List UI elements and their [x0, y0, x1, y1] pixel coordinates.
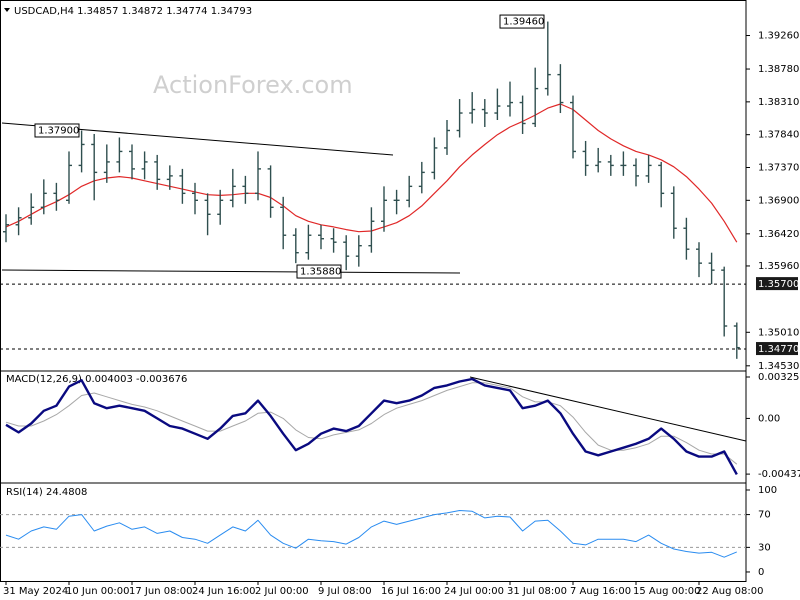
plot-frame [0, 0, 747, 582]
y-tick-label: 1.36900 [758, 195, 799, 206]
support-line [1, 269, 461, 274]
macd-line [5, 377, 738, 475]
x-tick-label: 15 Aug 00:00 [633, 586, 700, 597]
y-tick-label: 1.36420 [758, 229, 799, 240]
y-tick-label: -0.004379 [758, 469, 800, 480]
y-tick-label: 1.34530 [758, 361, 799, 372]
y-tick-label: 1.37840 [758, 130, 799, 141]
y-tick-label: 30 [758, 542, 771, 553]
x-tick-label: 24 Jun 16:00 [192, 586, 256, 597]
level-label-box [756, 342, 798, 356]
x-tick-label: 10 Jun 00:00 [66, 586, 130, 597]
annotation-box [34, 123, 80, 138]
x-tick-label: 22 Aug 08:00 [696, 586, 763, 597]
level-label-box [756, 277, 798, 291]
x-tick-label: 31 May 2024 [3, 586, 68, 597]
y-tick-label: 100 [758, 485, 777, 496]
annotation-box [499, 14, 545, 29]
watermark: ActionForex.com [153, 71, 353, 99]
y-tick-label: 1.35010 [758, 327, 799, 338]
x-tick-label: 9 Jul 08:00 [318, 586, 372, 597]
x-tick-label: 16 Jul 16:00 [381, 586, 441, 597]
symbol-header: USDCAD,H4 1.34857 1.34872 1.34774 1.3479… [14, 6, 252, 17]
annotation-label: 1.37900 [38, 125, 79, 136]
y-tick-label: 0.003256 [758, 372, 800, 383]
rsi-header: RSI(14) 24.4808 [6, 487, 87, 498]
x-tick-label: 17 Jun 08:00 [129, 586, 193, 597]
macd-trend-line [469, 376, 747, 442]
x-tick-label: 24 Jul 00:00 [444, 586, 504, 597]
annotation-label: 1.35880 [300, 267, 341, 278]
x-tick-label: 2 Jul 00:00 [255, 586, 309, 597]
level-label: 1.34770 [758, 344, 799, 355]
y-tick-label: 1.38310 [758, 97, 799, 108]
y-tick-label: 1.39260 [758, 31, 799, 42]
macd-header: MACD(12,26,9) 0.004003 -0.003676 [6, 374, 187, 385]
y-tick-label: 0.00 [758, 413, 780, 424]
y-tick-label: 1.37370 [758, 162, 799, 173]
y-tick-label: 70 [758, 510, 771, 521]
x-tick-label: 31 Jul 08:00 [507, 586, 567, 597]
y-tick-label: 1.35960 [758, 261, 799, 272]
menu-triangle [4, 8, 10, 12]
y-tick-label: 0 [758, 567, 764, 578]
annotation-label: 1.39460 [503, 17, 544, 28]
y-tick-label: 1.38780 [758, 64, 799, 75]
x-tick-label: 7 Aug 16:00 [570, 586, 631, 597]
level-label: 1.35700 [758, 279, 799, 290]
annotation-box [296, 264, 342, 279]
rsi-line [5, 510, 737, 558]
